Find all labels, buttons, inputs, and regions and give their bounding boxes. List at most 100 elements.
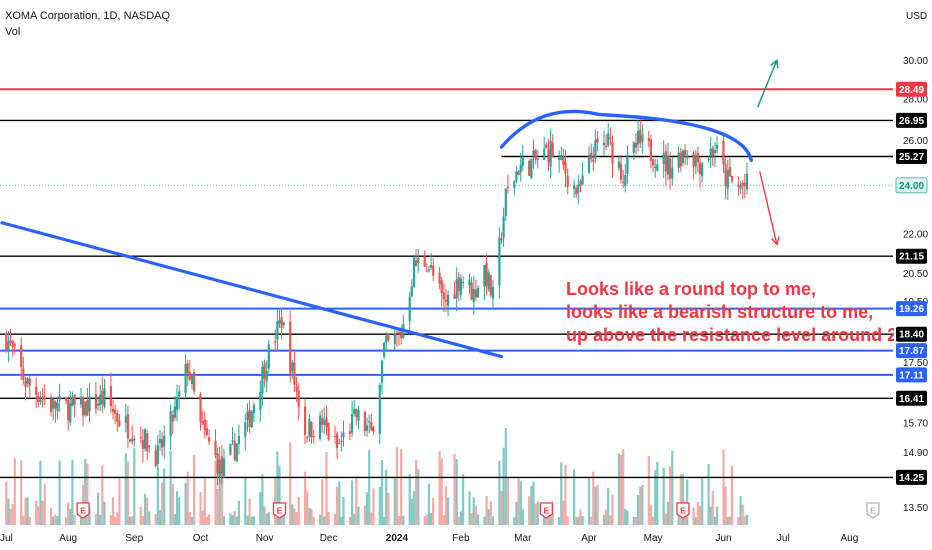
volume-bar (336, 486, 339, 525)
volume-bar (276, 451, 279, 525)
candle-body (353, 408, 356, 414)
candle-body (259, 391, 262, 410)
volume-bar (319, 514, 322, 525)
volume-bar (201, 510, 204, 525)
volume-bar (338, 481, 341, 525)
volume-bar (692, 507, 695, 525)
earnings-marker[interactable]: E (866, 502, 880, 519)
candle-body (637, 131, 640, 145)
volume-bar (39, 460, 42, 525)
arrow-down-shaft[interactable] (759, 171, 778, 245)
time-axis[interactable]: Jul Aug Sep Oct Nov Dec 2024 Feb Mar Apr May Jun Jul… (0, 525, 932, 550)
candle-body (711, 148, 714, 156)
price-pill-28.49[interactable]: 28.49 (896, 81, 927, 97)
candle-body (169, 411, 172, 437)
candle-body (248, 409, 251, 427)
earnings-marker[interactable]: E (272, 502, 287, 519)
volume-bar (20, 460, 23, 525)
candle-body (383, 342, 386, 357)
candle-body (282, 322, 285, 325)
volume-bar (594, 486, 597, 525)
annotation[interactable]: Looks like a round top to me, looks like… (566, 279, 907, 345)
trendline[interactable] (0, 221, 504, 359)
volume-bar (237, 501, 240, 525)
earnings-marker[interactable]: E (76, 502, 90, 519)
price-pill-17.11[interactable]: 17.11 (896, 367, 927, 383)
volume-bar (528, 496, 531, 525)
price-pill-14.25[interactable]: 14.25 (896, 469, 927, 485)
volume-bar (387, 492, 390, 525)
candle-body (263, 362, 266, 379)
candle-body (639, 129, 642, 144)
candle-body (114, 409, 117, 414)
candle-body (20, 345, 23, 368)
time-tick-label: Oct (193, 533, 209, 544)
volume-bar (325, 451, 328, 525)
volume-bar (385, 469, 388, 525)
volume-bar (148, 511, 151, 525)
earnings-marker[interactable]: E (676, 502, 690, 519)
candle-body (321, 418, 324, 425)
volume-bar (186, 471, 189, 525)
candle-body (459, 278, 462, 295)
volume-bar (410, 498, 413, 525)
candle-body (39, 399, 42, 402)
volume-bar (447, 497, 450, 525)
candle-body (56, 402, 59, 412)
candle-body (178, 391, 181, 397)
price-pill-25.27[interactable]: 25.27 (896, 149, 927, 164)
candle-body (455, 279, 458, 299)
candle-body (13, 344, 16, 347)
candle-body (229, 444, 232, 455)
time-tick-label: Nov (256, 533, 274, 544)
price-tick-label: 13.50 (903, 503, 928, 514)
candle-body (617, 161, 620, 168)
volume-bar (365, 492, 369, 525)
drawings[interactable] (0, 59, 780, 359)
price-pill-26.95[interactable]: 26.95 (896, 112, 927, 128)
candle-body (327, 423, 330, 440)
volume-bar (7, 498, 10, 525)
volume-bar (728, 516, 731, 525)
price-axis[interactable]: USD 30.0028.0026.0022.0020.5019.5017.501… (894, 0, 932, 525)
candle-body (587, 154, 591, 173)
volume-bar (506, 477, 509, 525)
volume-bar (400, 449, 403, 525)
price-pill-bg (896, 301, 927, 317)
volume-bar (282, 515, 285, 525)
volume-bar (188, 511, 191, 525)
candle-body (447, 294, 450, 306)
candle-body (395, 332, 398, 334)
volume-bar (169, 450, 172, 525)
volume-bar (355, 476, 358, 525)
currency-label: USD (906, 11, 927, 22)
volume-bar (427, 483, 430, 525)
price-pill-16.41[interactable]: 16.41 (896, 390, 927, 406)
volume-bar (327, 511, 330, 525)
price-pill-18.40[interactable]: 18.40 (896, 326, 927, 342)
candle-body (43, 397, 46, 400)
candle-body (515, 171, 518, 181)
volume-bar (671, 450, 674, 525)
candle-body (214, 440, 217, 456)
volume-bar (101, 465, 104, 525)
price-pill-21.15[interactable]: 21.15 (896, 248, 927, 264)
candle-body (440, 280, 443, 293)
volume-bar (233, 511, 236, 525)
candle-body (11, 340, 14, 347)
price-pill-17.87[interactable]: 17.87 (896, 343, 927, 359)
volume-bar (348, 517, 351, 525)
volume-bar (639, 486, 642, 525)
volume-bar (560, 462, 563, 525)
volume-bar (722, 449, 725, 525)
volume-bar (289, 442, 292, 525)
candle-body (664, 151, 667, 172)
earnings-marker[interactable]: E (539, 502, 553, 519)
arrow-up-shaft[interactable] (757, 60, 778, 108)
price-pill-19.26[interactable]: 19.26 (896, 301, 927, 317)
round-top-arc[interactable] (499, 109, 753, 162)
last-price-pill[interactable]: 24.00 (895, 177, 928, 194)
